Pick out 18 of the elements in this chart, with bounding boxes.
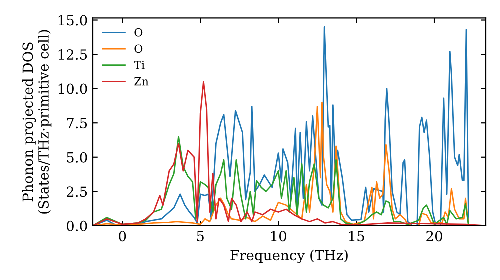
x-tick-label: 15	[349, 231, 364, 242]
y-tick-label: 15.0	[58, 15, 88, 26]
x-tick-label: 5	[197, 231, 204, 242]
y-tick-label: 10.0	[58, 84, 88, 94]
legend-label: Ti	[134, 61, 145, 70]
legend-label: O	[134, 44, 143, 54]
legend-label: Zn	[134, 77, 149, 86]
y-tick-label: 12.5	[58, 50, 88, 60]
x-tick-label: 0	[119, 231, 126, 242]
y-tick-label: 7.5	[67, 118, 88, 129]
x-axis-title: Frequency (THz)	[230, 250, 348, 264]
legend-label: O	[134, 28, 143, 37]
y-tick-label: 2.5	[66, 186, 88, 198]
x-tick-label: 20	[426, 231, 442, 242]
y-axis-title: Phonon projected DOS (States/THz·primitive cell)	[22, 30, 52, 214]
x-tick-label: 10	[271, 231, 286, 242]
y-tick-label: 0.0	[66, 220, 88, 232]
y-tick-label: 5.0	[67, 152, 88, 163]
